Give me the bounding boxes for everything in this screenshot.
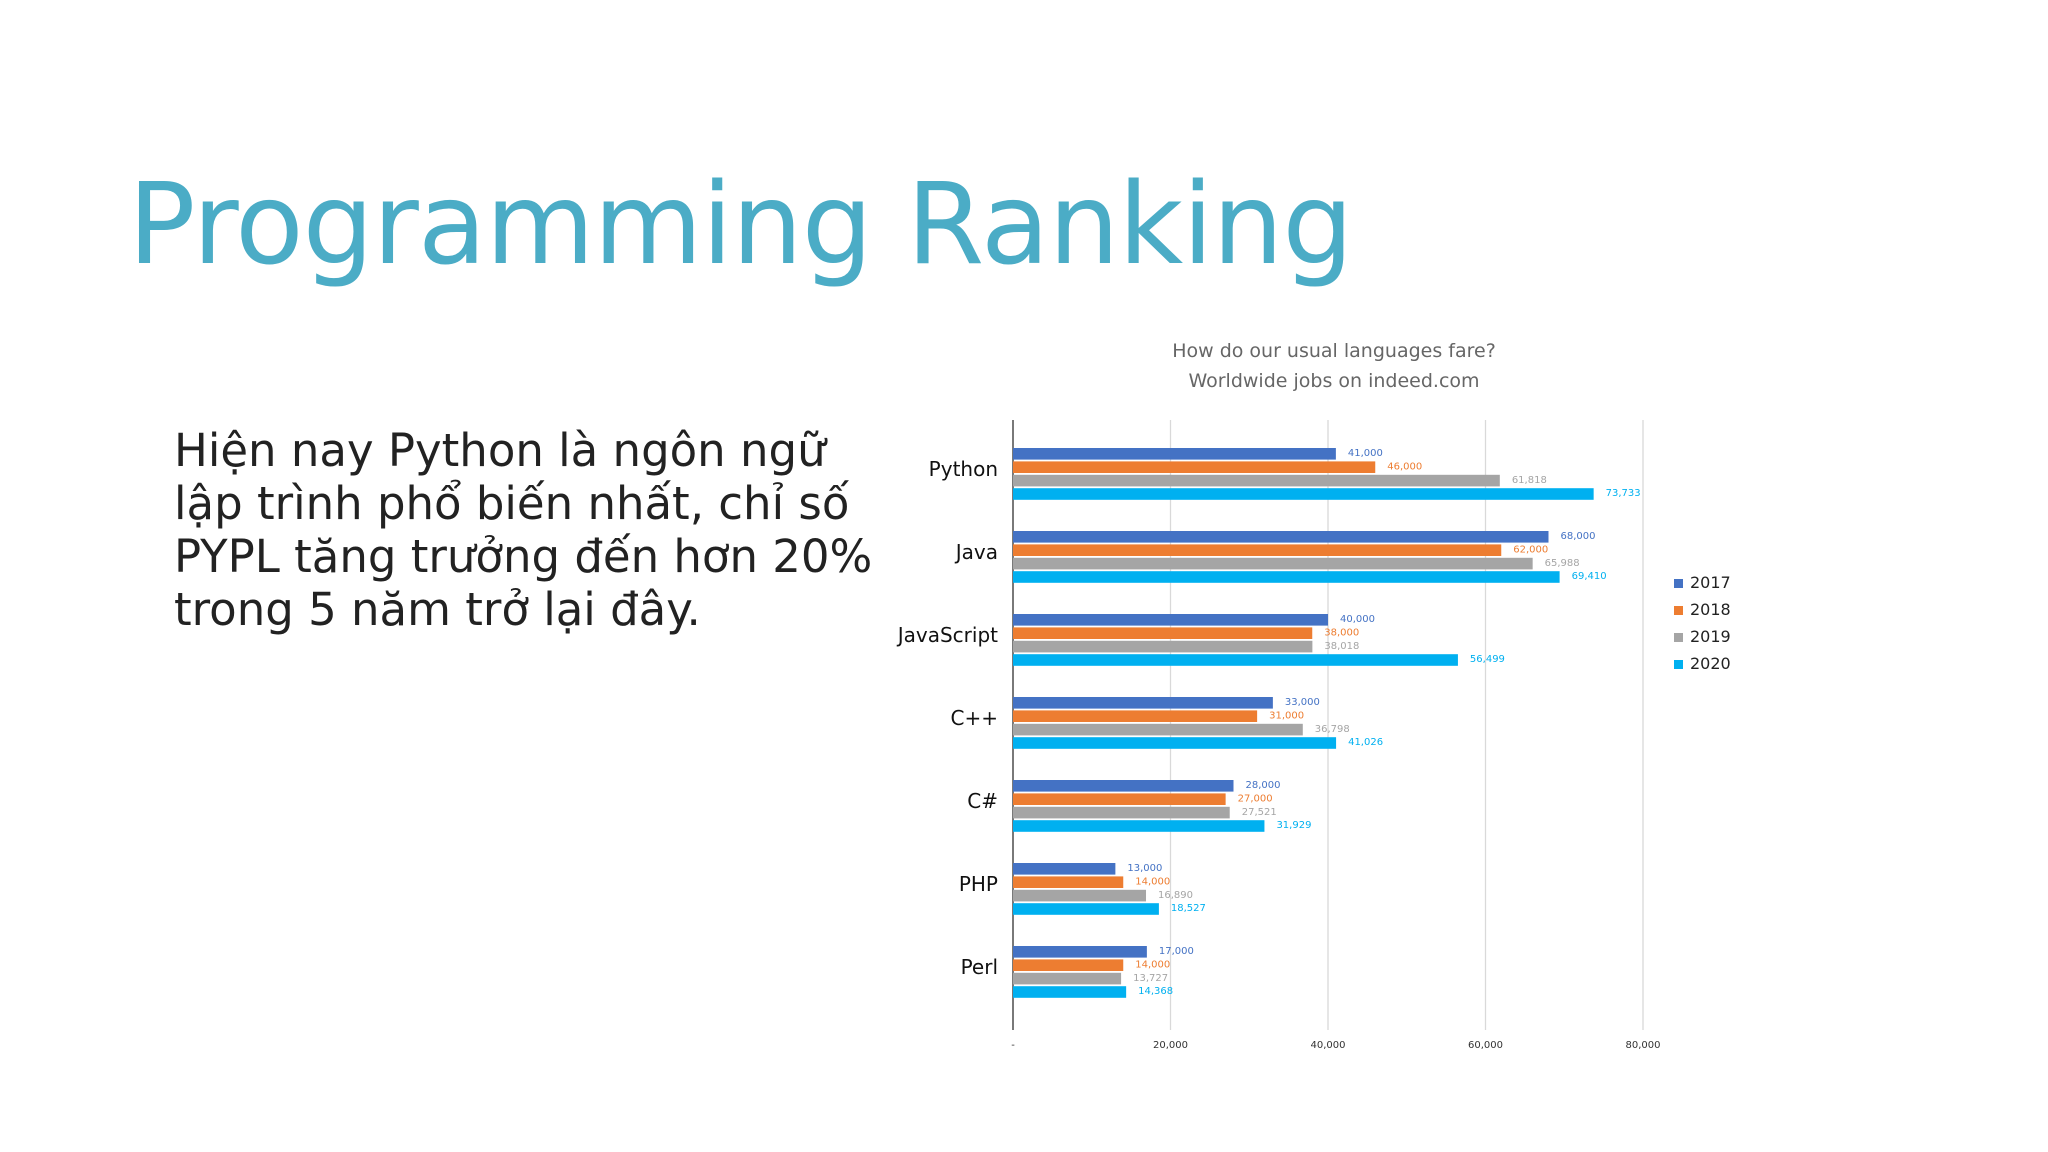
data-label: 46,000 xyxy=(1387,461,1422,472)
bar-2019-php xyxy=(1013,889,1147,902)
legend-swatch-2019 xyxy=(1674,633,1683,642)
chart-subtitle: Worldwide jobs on indeed.com xyxy=(1188,370,1479,392)
data-label: 33,000 xyxy=(1285,697,1320,708)
data-label: 41,026 xyxy=(1348,737,1383,748)
x-tick-label: 20,000 xyxy=(1153,1040,1188,1051)
x-tick-label: 80,000 xyxy=(1626,1040,1661,1051)
data-label: 16,890 xyxy=(1158,890,1193,901)
data-label: 41,000 xyxy=(1348,448,1383,459)
data-label: 14,000 xyxy=(1135,959,1170,970)
bar-2017-c++ xyxy=(1013,697,1273,709)
data-label: 13,727 xyxy=(1133,973,1168,984)
legend-label-2017: 2017 xyxy=(1690,573,1731,592)
category-label: JavaScript xyxy=(896,623,998,647)
category-label: Java xyxy=(954,540,998,564)
chart-labels: How do our usual languages fare? Worldwid… xyxy=(896,340,1661,1051)
category-label: PHP xyxy=(959,872,998,896)
bar-2017-perl xyxy=(1013,946,1147,958)
data-label: 31,929 xyxy=(1276,820,1311,831)
data-label: 17,000 xyxy=(1159,946,1194,957)
slide-title: Programming Ranking xyxy=(128,160,1353,290)
bar-2018-javascript xyxy=(1013,627,1313,639)
data-label: 14,000 xyxy=(1135,876,1170,887)
category-label: C# xyxy=(967,789,998,813)
data-label: 14,368 xyxy=(1138,986,1173,997)
data-label: 62,000 xyxy=(1513,544,1548,555)
bar-2020-c# xyxy=(1013,820,1265,832)
data-label: 28,000 xyxy=(1246,780,1281,791)
data-label: 27,000 xyxy=(1238,793,1273,804)
legend-label-2019: 2019 xyxy=(1690,627,1731,646)
data-label: 61,818 xyxy=(1512,475,1547,486)
chart-bars xyxy=(1013,448,1594,998)
bar-2018-php xyxy=(1013,876,1124,888)
x-tick-label: 60,000 xyxy=(1468,1040,1503,1051)
data-label: 68,000 xyxy=(1561,531,1596,542)
data-label: 31,000 xyxy=(1269,710,1304,721)
bar-2018-python xyxy=(1013,461,1376,473)
x-tick-label: - xyxy=(1011,1040,1015,1051)
bar-2017-python xyxy=(1013,448,1336,460)
data-label: 38,000 xyxy=(1324,627,1359,638)
bar-2017-java xyxy=(1013,531,1549,543)
bar-2019-python xyxy=(1013,474,1500,487)
bar-2020-c++ xyxy=(1013,737,1337,749)
bar-2017-c# xyxy=(1013,780,1234,792)
bar-2019-perl xyxy=(1013,972,1122,985)
data-label: 27,521 xyxy=(1242,807,1277,818)
data-label: 40,000 xyxy=(1340,614,1375,625)
bar-2018-perl xyxy=(1013,959,1124,971)
bar-2018-c++ xyxy=(1013,710,1258,722)
data-label: 18,527 xyxy=(1171,903,1206,914)
bar-2020-perl xyxy=(1013,986,1127,998)
bar-2019-java xyxy=(1013,557,1533,570)
bar-2017-javascript xyxy=(1013,614,1328,626)
bar-2020-javascript xyxy=(1013,654,1458,666)
bar-2017-php xyxy=(1013,863,1116,875)
bar-2019-c# xyxy=(1013,806,1230,819)
data-label: 13,000 xyxy=(1127,863,1162,874)
category-label: C++ xyxy=(951,706,998,730)
legend-label-2018: 2018 xyxy=(1690,600,1731,619)
legend-swatch-2020 xyxy=(1674,660,1683,669)
bar-chart: How do our usual languages fare? Worldwid… xyxy=(896,340,1731,1051)
bar-2018-java xyxy=(1013,544,1502,556)
bar-2020-python xyxy=(1013,488,1594,500)
bar-2020-php xyxy=(1013,903,1159,915)
slide-body-text: Hiện nay Python là ngôn ngữ lập trình ph… xyxy=(174,424,873,636)
bar-2018-c# xyxy=(1013,793,1226,805)
bar-2020-java xyxy=(1013,571,1560,583)
category-label: Perl xyxy=(961,955,998,979)
data-label: 69,410 xyxy=(1572,571,1607,582)
data-label: 38,018 xyxy=(1324,641,1359,652)
legend-swatch-2018 xyxy=(1674,606,1683,615)
x-tick-label: 40,000 xyxy=(1311,1040,1346,1051)
data-label: 65,988 xyxy=(1545,558,1580,569)
bar-2019-javascript xyxy=(1013,640,1313,653)
legend-label-2020: 2020 xyxy=(1690,654,1731,673)
bar-2019-c++ xyxy=(1013,723,1303,736)
category-label: Python xyxy=(929,457,998,481)
data-label: 73,733 xyxy=(1606,488,1641,499)
data-label: 56,499 xyxy=(1470,654,1505,665)
chart-legend: 2017 2018 2019 2020 xyxy=(1674,573,1731,673)
data-label: 36,798 xyxy=(1315,724,1350,735)
chart-title: How do our usual languages fare? xyxy=(1172,340,1496,362)
legend-swatch-2017 xyxy=(1674,579,1683,588)
